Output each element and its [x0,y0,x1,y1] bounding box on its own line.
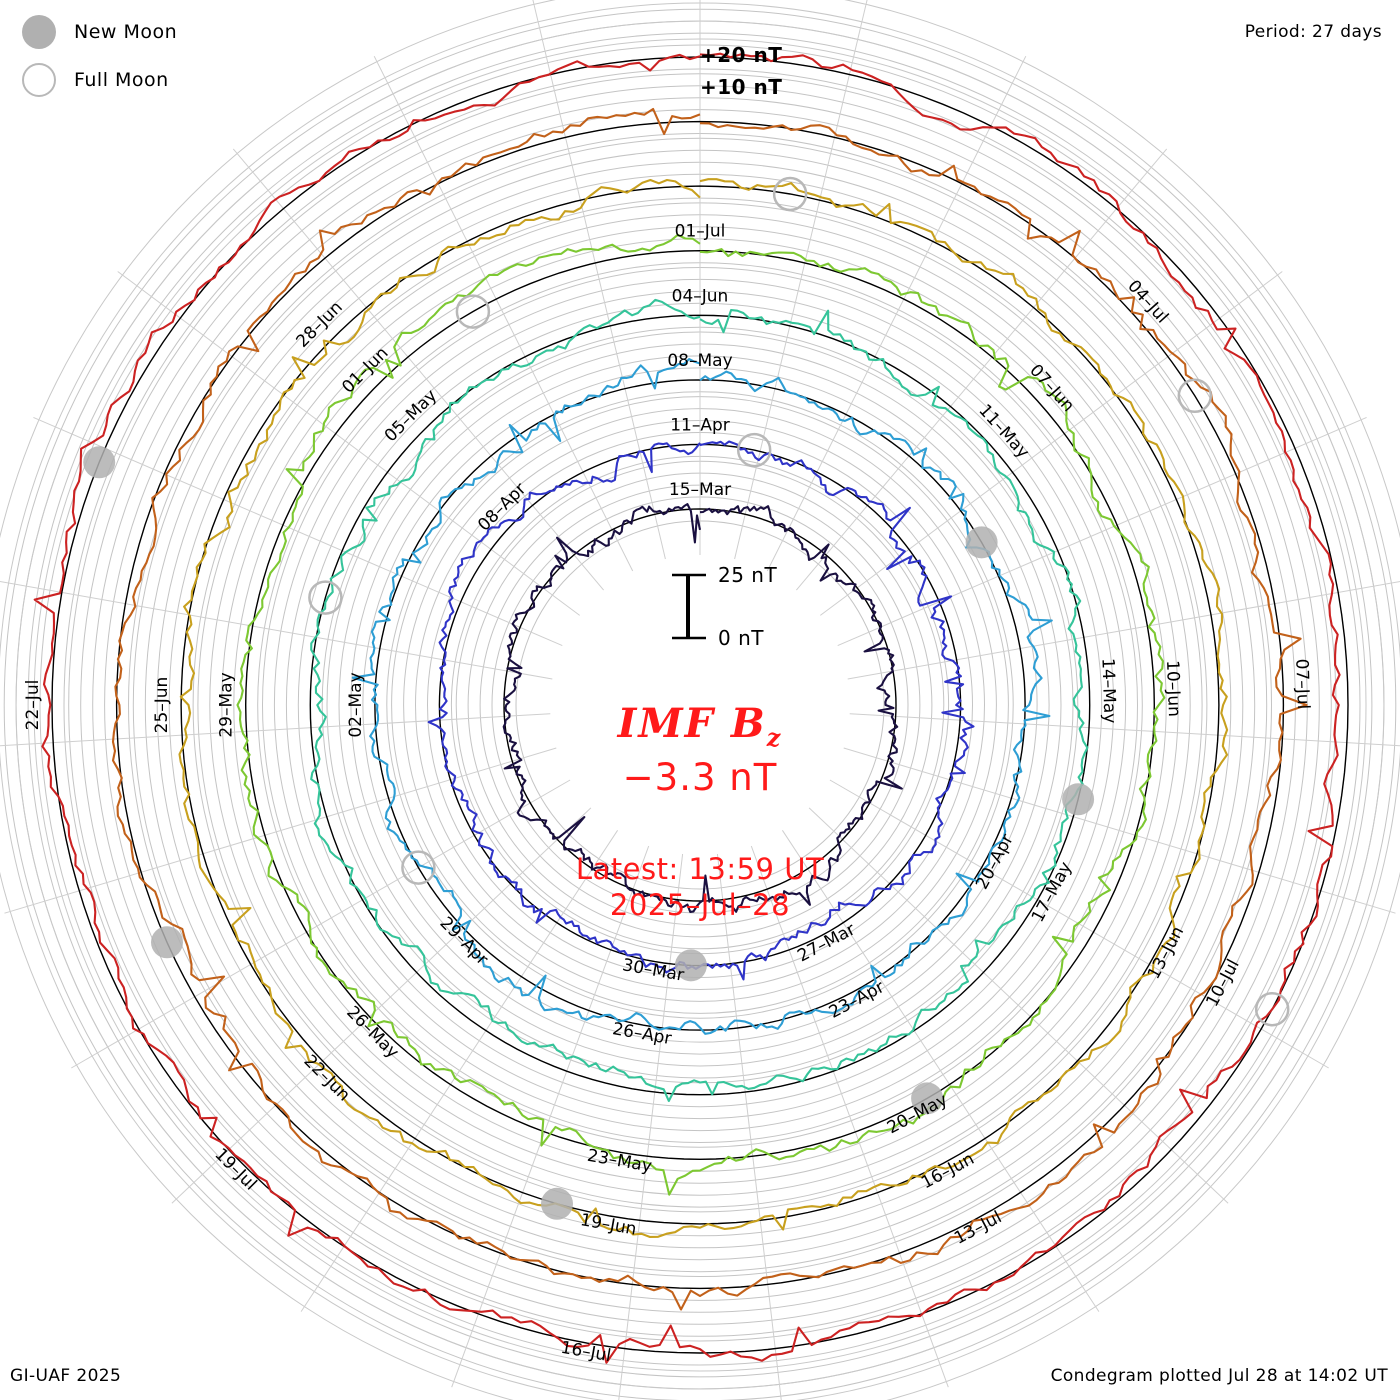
spiral-date-label: 13–Jul [951,1207,1005,1248]
spiral-date-label: 13–Jun [1144,923,1188,982]
spiral-date-label: 14–May [1097,658,1119,724]
spiral-date-label: 15–Mar [669,480,731,500]
ring-label-plus10: +10 nT [700,75,783,99]
spiral-date-label: 01–Jun [338,343,392,397]
imf-quantity-title: IMF Bz [0,700,1400,752]
latest-date: 2025–Jul–28 [609,888,791,923]
moon-phase-markers [83,176,1290,1220]
imf-current-value: −3.3 nT [622,756,778,799]
spiral-date-label: 08–May [667,351,732,371]
imf-quantity-label: IMF B [617,700,767,747]
spiral-date-label: 01–Jul [675,222,726,242]
new-moon-icon [22,15,56,49]
spiral-date-label: 22–Jul [23,680,43,731]
scale-bar-top-label: 25 nT [718,563,778,587]
spiral-date-label: 29–May [217,672,237,737]
period-label: Period: 27 days [1244,22,1382,42]
spiral-date-label: 07–Jun [1025,361,1078,417]
spiral-date-label: 08–Apr [474,479,530,535]
latest-readout: Latest: 13:59 UT 2025–Jul–28 [0,851,1400,924]
footer-credit-right: Condegram plotted Jul 28 at 14:02 UT [1050,1366,1388,1386]
spiral-date-label: 25–Jun [152,677,172,734]
spiral-date-label: 10–Jun [1162,660,1184,717]
spiral-date-label: 11–Apr [670,415,730,435]
spiral-date-label: 16–Jun [918,1149,977,1193]
ring-label-plus20: +20 nT [700,43,783,67]
spiral-date-label: 04–Jul [1123,276,1172,327]
legend-label-full-moon: Full Moon [74,69,169,91]
spiral-date-label: 04–Jun [672,286,729,306]
scale-bar-bottom-label: 0 nT [718,626,764,650]
imf-quantity-subscript: z [766,723,783,752]
spiral-date-label: 02–May [346,672,366,737]
spiral-date-label: 07–Jul [1291,658,1313,709]
spiral-date-label: 10–Jul [1202,956,1243,1010]
full-moon-icon [22,63,56,97]
spiral-date-label: 11–May [974,401,1033,463]
spiral-date-label: 16–Jul [559,1338,612,1366]
legend-item-new-moon: New Moon [22,8,177,56]
spiral-date-label: 05–May [381,386,441,446]
legend-label-new-moon: New Moon [74,21,178,43]
footer-credit-left: GI-UAF 2025 [10,1366,122,1386]
moon-legend: New Moon Full Moon [22,8,177,104]
latest-time: Latest: 13:59 UT [575,852,825,886]
spiral-date-label: 19–Jun [579,1210,638,1240]
spiral-date-label: 23–Apr [826,977,888,1023]
center-readout: IMF Bz −3.3 nT Latest: 13:59 UT 2025–Jul… [0,700,1400,924]
scale-bar [672,573,706,640]
legend-item-full-moon: Full Moon [22,56,177,104]
